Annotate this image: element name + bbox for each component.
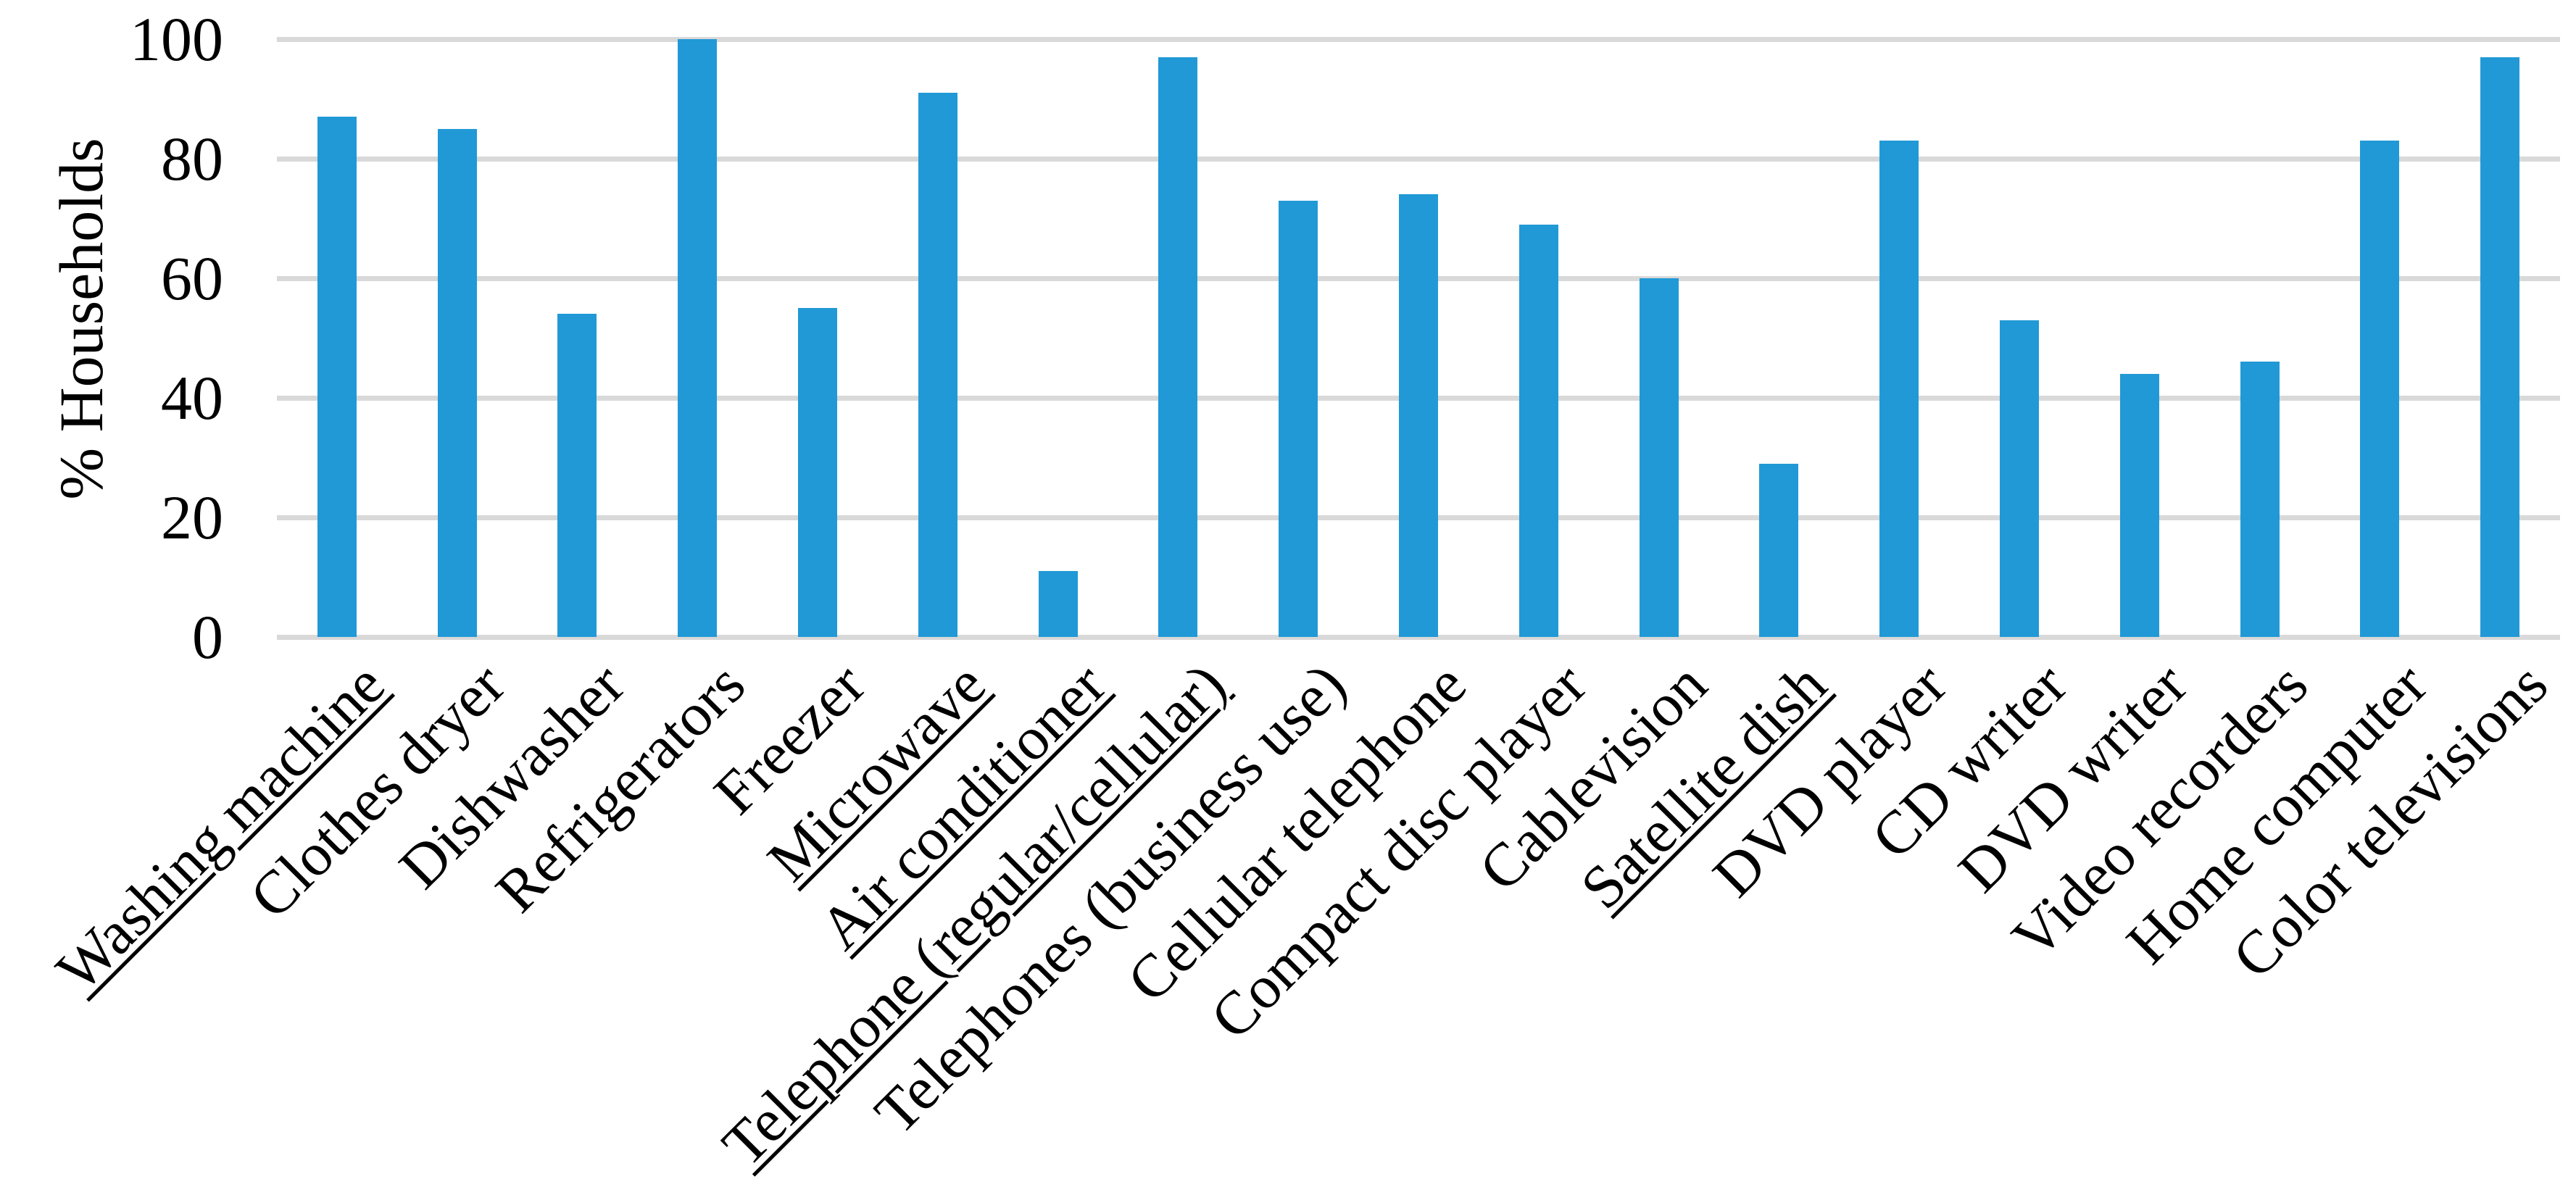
bar-cd-writer (2000, 320, 2039, 637)
gridline-0 (277, 635, 2560, 640)
bar-cellular-telephone (1399, 194, 1438, 637)
bar-cablevision (1640, 278, 1679, 637)
bar-clothes-dryer (438, 129, 477, 637)
bar-dvd-writer (2120, 374, 2159, 637)
bar-washing-machine (317, 117, 357, 637)
y-tick-label-20: 20 (161, 483, 223, 552)
gridline-80 (277, 157, 2560, 162)
bar-freezer (798, 308, 837, 637)
y-tick-label-40: 40 (161, 363, 223, 433)
bar-compact-disc-player (1519, 225, 1558, 637)
bar-telephone-regular-cellular (1158, 57, 1197, 637)
y-tick-label-100: 100 (130, 4, 223, 74)
bar-air-conditioner (1039, 571, 1078, 637)
bar-video-recorders (2240, 362, 2280, 637)
y-tick-label-80: 80 (161, 124, 223, 193)
bar-dvd-player (1879, 141, 1919, 637)
bar-telephones-business-use (1279, 201, 1318, 637)
bar-refrigerators (678, 39, 717, 637)
bar-home-computer (2360, 141, 2399, 637)
y-tick-label-60: 60 (161, 243, 223, 313)
gridline-100 (277, 37, 2560, 42)
bar-dishwasher (557, 314, 597, 637)
bar-microwave (918, 93, 957, 637)
y-tick-label-0: 0 (192, 602, 223, 672)
bar-satellite-dish (1759, 464, 1798, 637)
bar-color-televisions (2480, 57, 2519, 637)
